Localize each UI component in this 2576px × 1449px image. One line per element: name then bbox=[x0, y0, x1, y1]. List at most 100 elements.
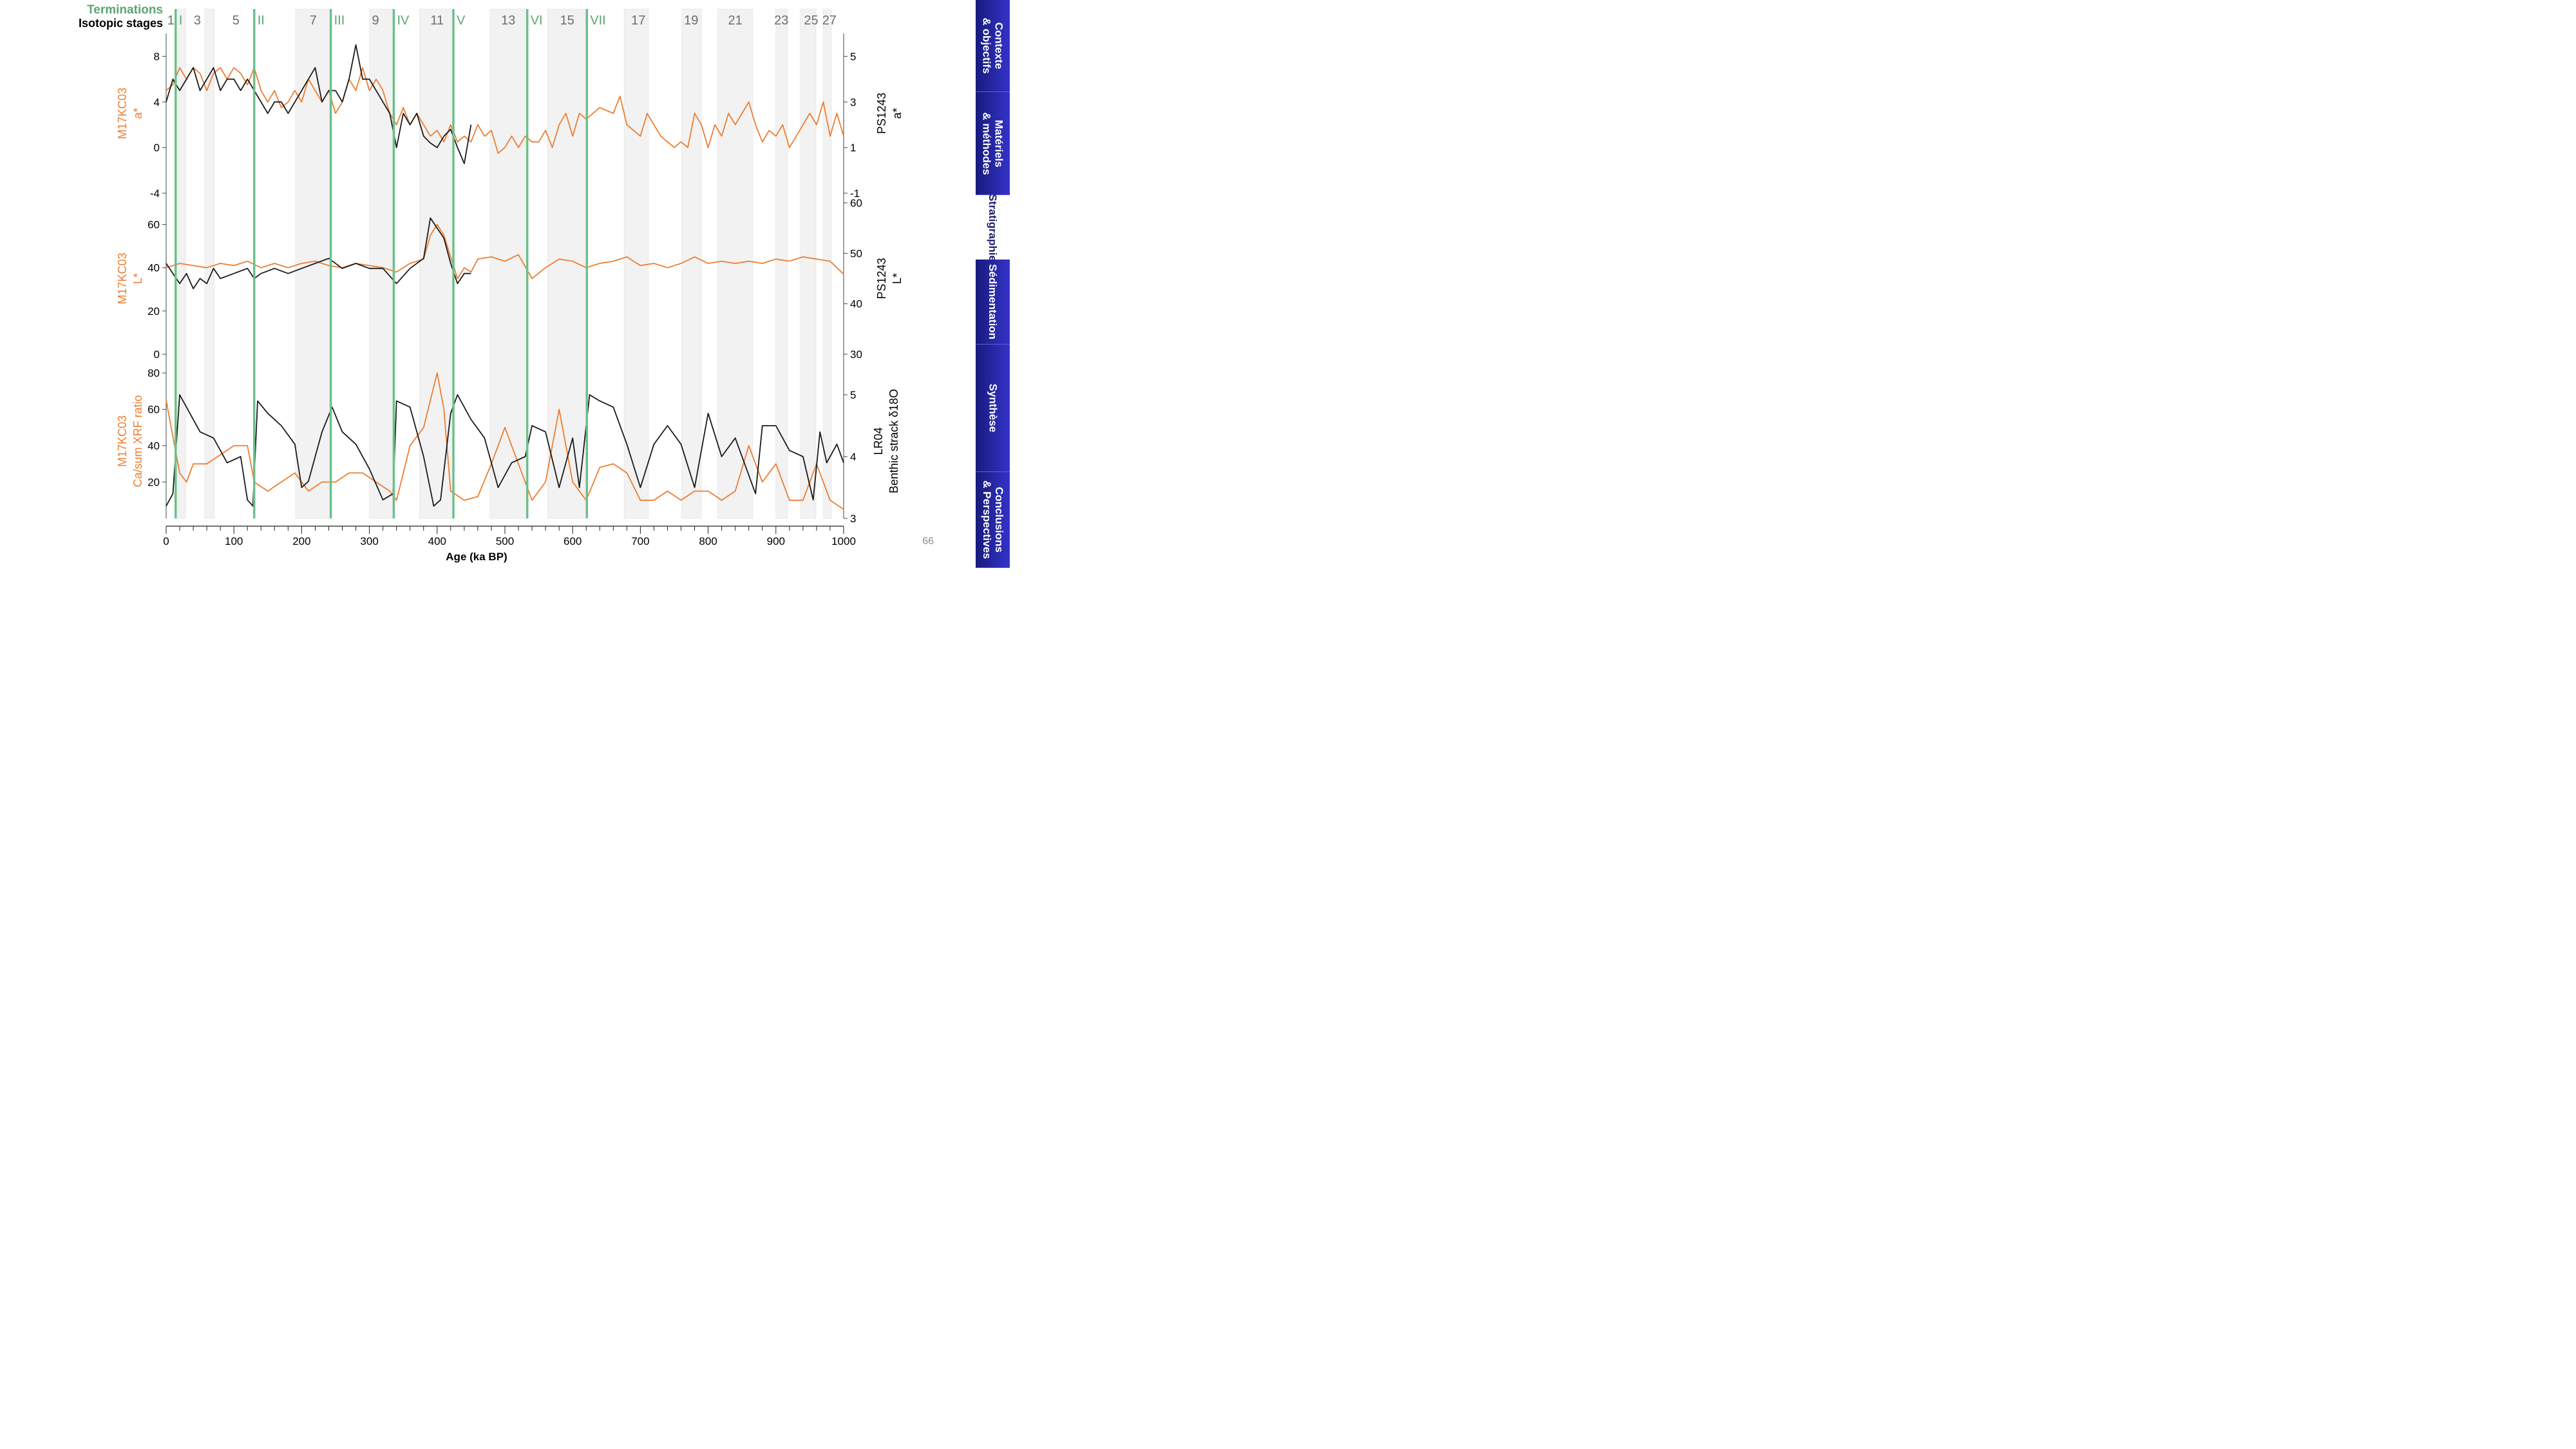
left-tick-label: 0 bbox=[154, 348, 160, 361]
right-tick-label: 60 bbox=[850, 197, 862, 209]
right-axis-title: PS1243 L* bbox=[875, 258, 904, 299]
stage-label: 19 bbox=[684, 14, 698, 28]
nav-tab-synthese[interactable]: Synthèse bbox=[976, 345, 1010, 472]
right-axis-title-line: LR04 bbox=[872, 427, 885, 455]
panel-ca-ratio: 80 60 40 20 3 4 5 M17KC03 Ca/sum XRF ratio LR04 Be… bbox=[116, 367, 900, 525]
right-axis-title: PS1243 a* bbox=[875, 93, 904, 134]
right-tick-label: -1 bbox=[850, 187, 860, 200]
nav-tab-contexte[interactable]: Contexte & objectifs bbox=[976, 0, 1010, 92]
x-tick-label: 400 bbox=[428, 535, 446, 547]
termination-label: IV bbox=[397, 14, 410, 28]
termination-label: II bbox=[258, 14, 265, 28]
left-tick-label: 40 bbox=[147, 440, 160, 452]
glacial-stage-band bbox=[623, 8, 649, 519]
left-tick-label: 8 bbox=[154, 50, 160, 62]
left-tick-label: 20 bbox=[147, 477, 160, 489]
x-tick-label: 1000 bbox=[831, 535, 856, 547]
left-axis-title: M17KC03 a* bbox=[116, 88, 144, 139]
nav-tab-label: Contexte & objectifs bbox=[980, 17, 1005, 74]
left-axis-title-line: a* bbox=[131, 108, 144, 118]
x-tick-label: 200 bbox=[292, 535, 310, 547]
right-tick-label: 5 bbox=[850, 50, 856, 62]
termination-label: III bbox=[334, 14, 345, 28]
terminations-title: Terminations bbox=[87, 3, 163, 17]
x-tick-label: 800 bbox=[699, 535, 717, 547]
reference-series-line bbox=[166, 394, 844, 507]
nav-tab-label: Sédimentation bbox=[987, 263, 999, 340]
m17kc03-series-line bbox=[166, 67, 844, 154]
right-tick-label: 30 bbox=[850, 348, 862, 361]
stage-label: 27 bbox=[822, 14, 837, 28]
left-axis-title-line: M17KC03 bbox=[116, 415, 129, 467]
left-tick-label: 60 bbox=[147, 404, 160, 416]
termination-label: V bbox=[457, 14, 466, 28]
stage-label: 13 bbox=[501, 14, 515, 28]
left-axis-title: M17KC03 L* bbox=[116, 252, 144, 304]
stage-label: 7 bbox=[310, 14, 317, 28]
right-tick-label: 3 bbox=[850, 96, 856, 108]
left-tick-label: 80 bbox=[147, 367, 160, 379]
left-axis-title-line: M17KC03 bbox=[116, 88, 129, 139]
glacial-stage-band bbox=[823, 8, 832, 519]
reference-series-line bbox=[166, 217, 471, 290]
right-tick-label: 50 bbox=[850, 247, 862, 260]
nav-tab-stratigraphie[interactable]: Stratigraphie bbox=[976, 193, 1010, 261]
nav-tab-label: Matériels & méthodes bbox=[980, 111, 1005, 175]
right-tick-label: 3 bbox=[850, 513, 856, 525]
x-tick-label: 0 bbox=[163, 535, 169, 547]
stage-label: 11 bbox=[430, 14, 444, 28]
right-axis-title-line: L* bbox=[891, 273, 904, 284]
right-axis-title-line: PS1243 bbox=[875, 258, 888, 299]
glacial-stage-band bbox=[681, 8, 702, 519]
x-tick-label: 300 bbox=[360, 535, 378, 547]
nav-tab-sedimentation[interactable]: Sédimentation bbox=[976, 260, 1010, 345]
stratigraphy-chart: 1 3 5 7 9 11 13 15 17 19 21 23 25 27 0 100 200 300 400 500… bbox=[79, 3, 904, 563]
stage-label: 21 bbox=[728, 14, 743, 28]
x-tick-label: 600 bbox=[564, 535, 582, 547]
nav-tab-label: Stratigraphie bbox=[987, 193, 999, 261]
nav-tab-materiels[interactable]: Matériels & méthodes bbox=[976, 92, 1010, 195]
termination-label: VI bbox=[531, 14, 543, 28]
left-tick-label: 4 bbox=[154, 96, 160, 108]
left-tick-label: 20 bbox=[147, 305, 160, 317]
header-labels: Terminations Isotopic stages bbox=[79, 3, 163, 30]
m17kc03-series-line bbox=[166, 223, 844, 279]
left-tick-label: -4 bbox=[150, 187, 160, 200]
isotopic-stages-title: Isotopic stages bbox=[79, 17, 163, 30]
glacial-stage-band bbox=[775, 8, 788, 519]
glacial-stage-band bbox=[800, 8, 817, 519]
left-axis-title: M17KC03 Ca/sum XRF ratio bbox=[116, 395, 144, 487]
termination-lines: I II III IV V VI VII bbox=[174, 9, 606, 518]
right-tick-label: 1 bbox=[850, 142, 856, 154]
left-tick-label: 60 bbox=[147, 219, 160, 231]
glacial-stage-band bbox=[419, 8, 454, 519]
right-tick-label: 5 bbox=[850, 389, 856, 401]
nav-tab-label: Conclusions & Perspectives bbox=[980, 480, 1005, 559]
stage-label: 17 bbox=[631, 14, 645, 28]
right-axis-title: LR04 Benthic strack δ18O bbox=[872, 389, 900, 493]
x-axis-title: Age (ka BP) bbox=[446, 551, 507, 563]
right-axis-title-line: PS1243 bbox=[875, 93, 888, 134]
x-tick-label: 900 bbox=[767, 535, 785, 547]
stage-label: 23 bbox=[774, 14, 788, 28]
stage-label: 15 bbox=[560, 14, 574, 28]
x-tick-label: 500 bbox=[496, 535, 514, 547]
left-axis-title-line: L* bbox=[131, 273, 144, 284]
right-axis-title-line: a* bbox=[891, 108, 904, 118]
left-axis-title-line: M17KC03 bbox=[116, 252, 129, 304]
chart-axes: 0 100 200 300 400 500 600 700 800 900 1000 bbox=[163, 33, 856, 547]
termination-label: I bbox=[179, 14, 183, 28]
left-axis-title-line: Ca/sum XRF ratio bbox=[131, 395, 144, 487]
nav-tab-conclusions[interactable]: Conclusions & Perspectives bbox=[976, 472, 1010, 568]
x-tick-label: 700 bbox=[631, 535, 649, 547]
x-tick-label: 100 bbox=[225, 535, 243, 547]
right-tick-label: 40 bbox=[850, 298, 862, 310]
stage-label: 5 bbox=[232, 14, 240, 28]
stage-label: 25 bbox=[804, 14, 818, 28]
right-tick-label: 4 bbox=[850, 451, 856, 463]
termination-label: VII bbox=[590, 14, 605, 28]
nav-tab-label: Synthèse bbox=[987, 383, 999, 433]
glacial-stage-band bbox=[489, 8, 528, 519]
